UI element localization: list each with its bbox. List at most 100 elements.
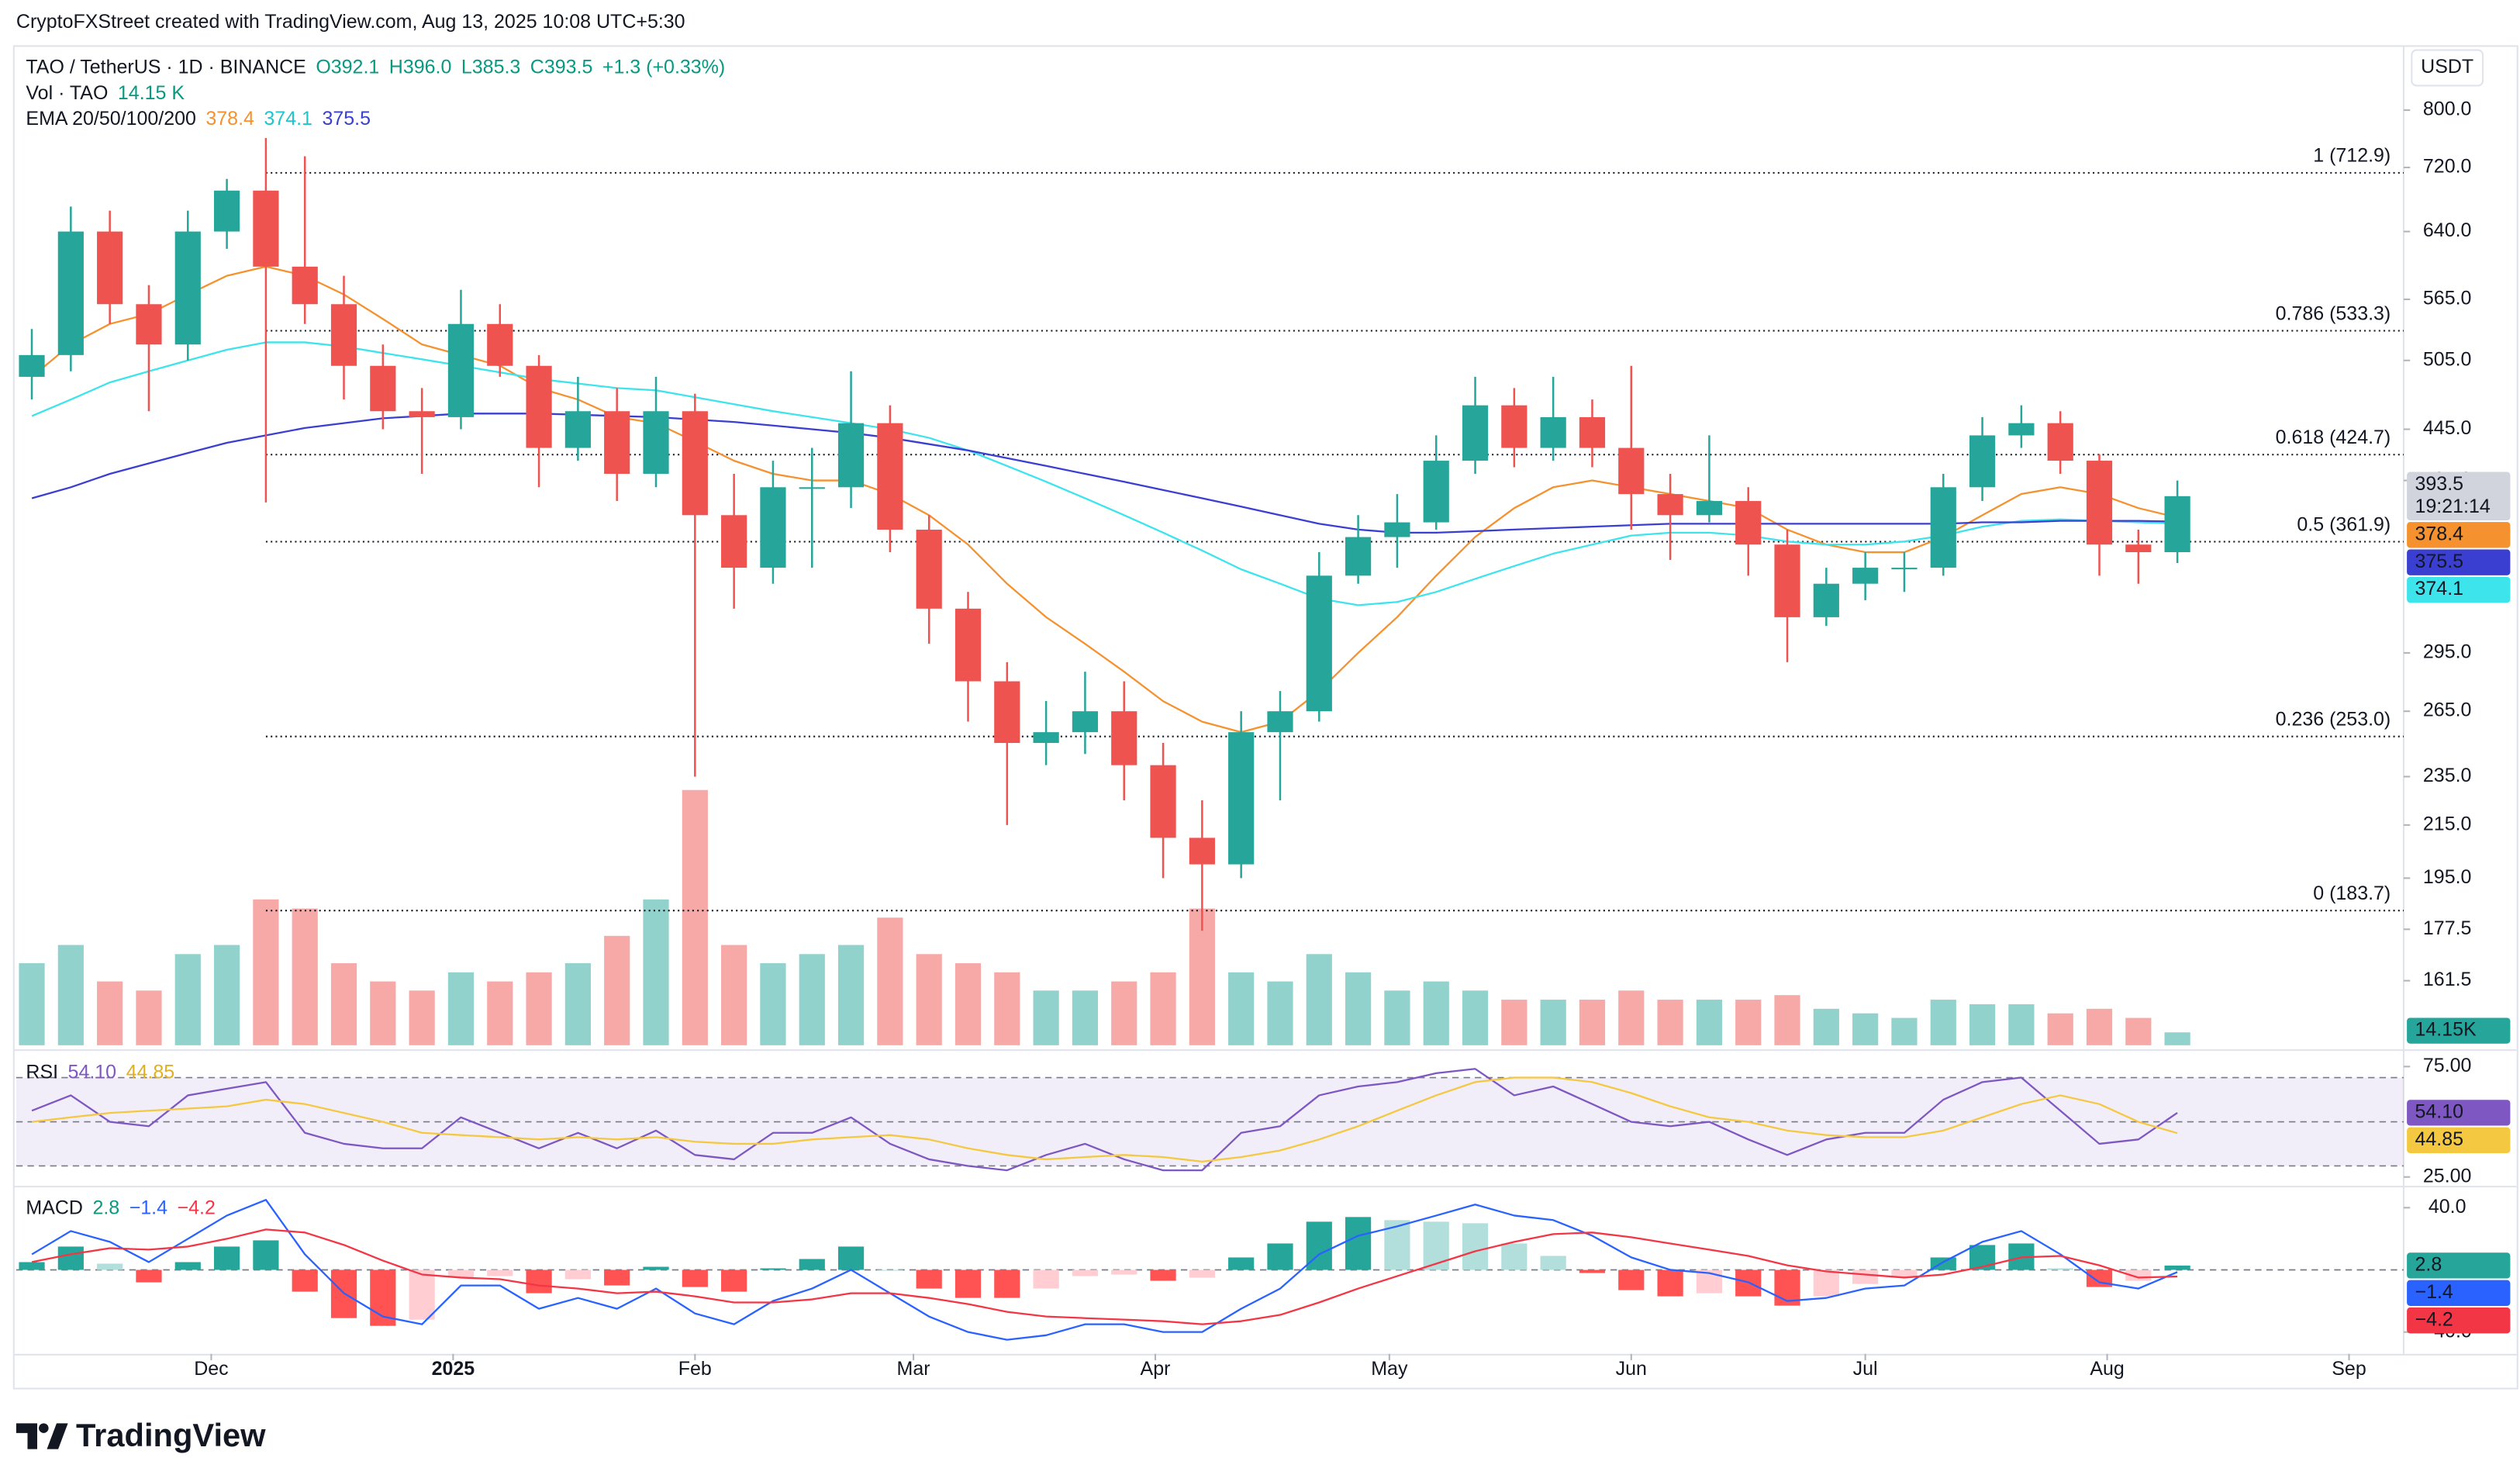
- volume-bar: [1579, 1000, 1606, 1045]
- chart-frame: [12, 45, 2518, 1390]
- candle-body: [1891, 568, 1918, 570]
- volume-bar: [564, 963, 591, 1045]
- volume-bar: [1033, 990, 1059, 1045]
- volume-bar: [1969, 1003, 1996, 1045]
- x-tick-label: Jul: [1853, 1358, 1878, 1380]
- rsi-value: 54.10: [68, 1061, 117, 1083]
- histogram-bar: [1891, 1269, 1918, 1278]
- ema-line: [31, 413, 2178, 534]
- axis-badge: [2407, 522, 2511, 548]
- x-tick-label: May: [1371, 1358, 1408, 1380]
- volume-bar: [1852, 1013, 1879, 1045]
- axis-badge-label: 14.15K: [2415, 1019, 2477, 1041]
- volume-bar: [760, 963, 786, 1045]
- histogram-bar: [136, 1269, 162, 1283]
- axis-badge: [2407, 1017, 2511, 1044]
- quote: C393.5: [530, 56, 593, 78]
- candle-body: [1969, 435, 1996, 488]
- candle-body: [487, 323, 513, 366]
- volume-bar: [526, 972, 552, 1045]
- candle-body: [916, 529, 942, 609]
- fib-label: 0 (183.7): [2313, 883, 2391, 904]
- y-tick-label: 565.0: [2423, 288, 2472, 309]
- histogram-bar: [643, 1266, 669, 1270]
- y-tick-label: 800.0: [2423, 98, 2472, 120]
- signal-value: −4.2: [178, 1197, 216, 1218]
- axis-badge-label: 54.10: [2415, 1100, 2464, 1122]
- volume-bar: [447, 972, 475, 1045]
- y-tick-label: 75.00: [2423, 1055, 2472, 1076]
- volume-bar: [1813, 1008, 1839, 1045]
- histogram-bar: [721, 1269, 747, 1292]
- axis-badge: [2407, 1252, 2511, 1279]
- volume-bar: [604, 935, 630, 1045]
- overlay: USDT TAO / TetherUS · 1D · BINANCE O392.1…: [16, 49, 2511, 1453]
- histogram-bar: [409, 1269, 435, 1320]
- ema-line: [31, 341, 2178, 606]
- volume-bar: [916, 954, 942, 1045]
- histogram-bar: [1462, 1223, 1489, 1270]
- volume-bar: [1891, 1017, 1918, 1045]
- histogram-bar: [1033, 1269, 1059, 1289]
- y-tick-label: 161.5: [2423, 969, 2472, 990]
- fib-label: 0.5 (361.9): [2297, 513, 2391, 535]
- logo-text: TradingView: [76, 1417, 266, 1453]
- candle-body: [1306, 575, 1332, 712]
- volume-bar: [57, 945, 84, 1045]
- candle-body: [19, 354, 45, 377]
- histogram-bar: [1228, 1257, 1255, 1270]
- histogram-bar: [564, 1269, 591, 1280]
- volume-bar: [1423, 981, 1449, 1045]
- histogram-bar: [837, 1246, 865, 1270]
- y-tick-label: 195.0: [2423, 866, 2472, 888]
- x-tick-label: 2025: [432, 1358, 475, 1380]
- x-tick-label: Mar: [897, 1358, 930, 1380]
- y-tick-label: 265.0: [2423, 700, 2472, 721]
- hist-value: 2.8: [92, 1197, 119, 1218]
- y-tick-label: 505.0: [2423, 348, 2472, 370]
- candle-body: [2047, 423, 2073, 461]
- candle-body: [253, 190, 279, 267]
- histogram-bar: [1150, 1269, 1176, 1281]
- volume-bar: [136, 990, 162, 1045]
- histogram-bar: [1267, 1243, 1293, 1270]
- volume-bar: [954, 963, 982, 1045]
- candle-body: [2125, 544, 2152, 553]
- volume-bar: [1306, 954, 1332, 1045]
- histogram-bar: [253, 1240, 279, 1270]
- axis-badge-label: −1.4: [2415, 1281, 2453, 1303]
- histogram-bar: [97, 1263, 123, 1270]
- volume-bar: [2164, 1032, 2190, 1045]
- histogram-bar: [954, 1269, 982, 1298]
- candle-body: [1189, 838, 1215, 865]
- volume-bar: [1111, 981, 1137, 1045]
- axis-badge: [2407, 576, 2511, 603]
- volume-bar: [292, 908, 318, 1045]
- candle-body: [604, 411, 630, 474]
- countdown: 19:21:14: [2415, 496, 2491, 517]
- histogram-bar: [1540, 1256, 1566, 1270]
- logo: TradingView: [16, 1417, 266, 1453]
- volume-bar: [2047, 1013, 2073, 1045]
- macd-title: MACD: [26, 1197, 83, 1218]
- histogram-bar: [2047, 1268, 2073, 1270]
- candle-body: [370, 365, 396, 412]
- quote: L385.3: [461, 56, 520, 78]
- axis-badge: [2407, 1127, 2511, 1153]
- volume-bar: [721, 945, 747, 1045]
- y-tick-label: 40.0: [2429, 1196, 2466, 1218]
- volume-bar: [1189, 908, 1215, 1045]
- histogram-bar: [1189, 1269, 1215, 1278]
- indicator-line: [31, 1076, 2178, 1162]
- axis-badge-label: 44.85: [2415, 1128, 2464, 1150]
- volume-bar: [1774, 995, 1800, 1045]
- candle-body: [1150, 765, 1176, 838]
- candle-body: [1462, 405, 1489, 461]
- candle-body: [1384, 522, 1410, 537]
- fib-label: 0.236 (253.0): [2276, 708, 2391, 730]
- histogram-bar: [877, 1269, 903, 1271]
- x-tick-label: Sep: [2332, 1358, 2366, 1380]
- volume-bar: [2086, 1008, 2113, 1045]
